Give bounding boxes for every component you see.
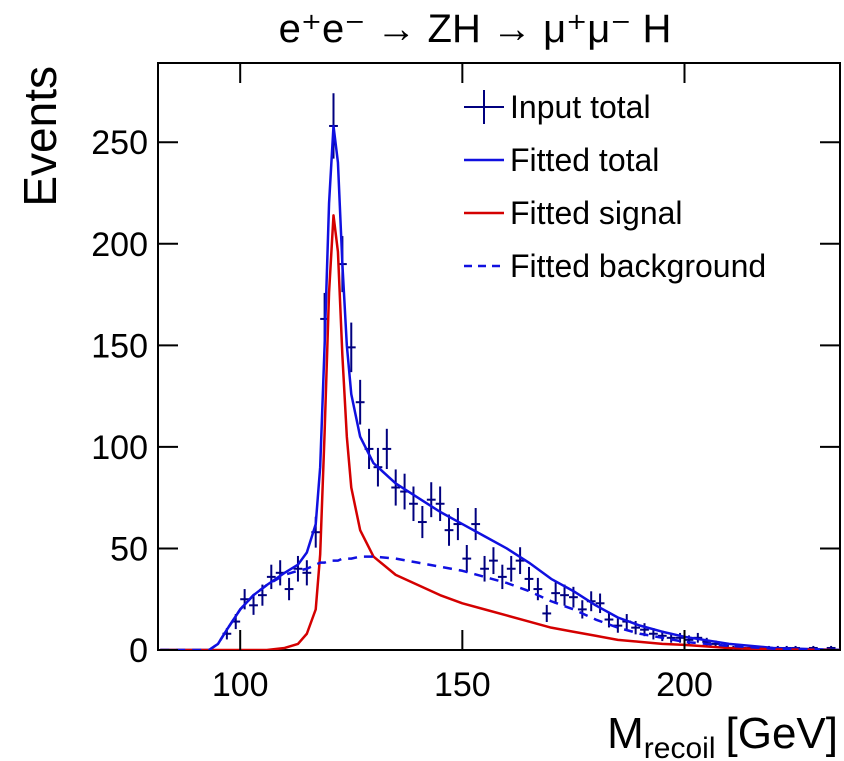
x-label-unit: [GeV] <box>726 709 839 758</box>
fit-curve <box>160 124 840 650</box>
x-label-sub: recoil <box>644 732 716 761</box>
x-tick-label: 100 <box>212 666 269 704</box>
y-axis-label: Events <box>14 66 66 207</box>
plot-frame <box>157 62 841 651</box>
legend-label: Fitted background <box>510 248 766 284</box>
x-tick-label: 200 <box>656 666 713 704</box>
y-tick-label: 100 <box>91 429 148 467</box>
legend-label: Input total <box>510 89 651 125</box>
fit-curve <box>160 555 840 650</box>
x-tick-label: 150 <box>434 666 491 704</box>
y-tick-label: 250 <box>91 124 148 162</box>
x-label-main: M <box>607 709 644 758</box>
plot-area <box>160 93 840 650</box>
fit-curve <box>160 214 840 650</box>
legend-label: Fitted total <box>510 142 659 178</box>
y-tick-label: 50 <box>110 530 148 568</box>
legend-label: Fitted signal <box>510 195 683 231</box>
y-tick-label: 200 <box>91 226 148 264</box>
chart-title: e⁺e⁻ → ZH → μ⁺μ⁻ H <box>279 7 672 51</box>
y-tick-label: 0 <box>129 632 148 670</box>
x-axis-label: Mrecoil [GeV] <box>607 709 838 761</box>
y-tick-label: 150 <box>91 327 148 365</box>
